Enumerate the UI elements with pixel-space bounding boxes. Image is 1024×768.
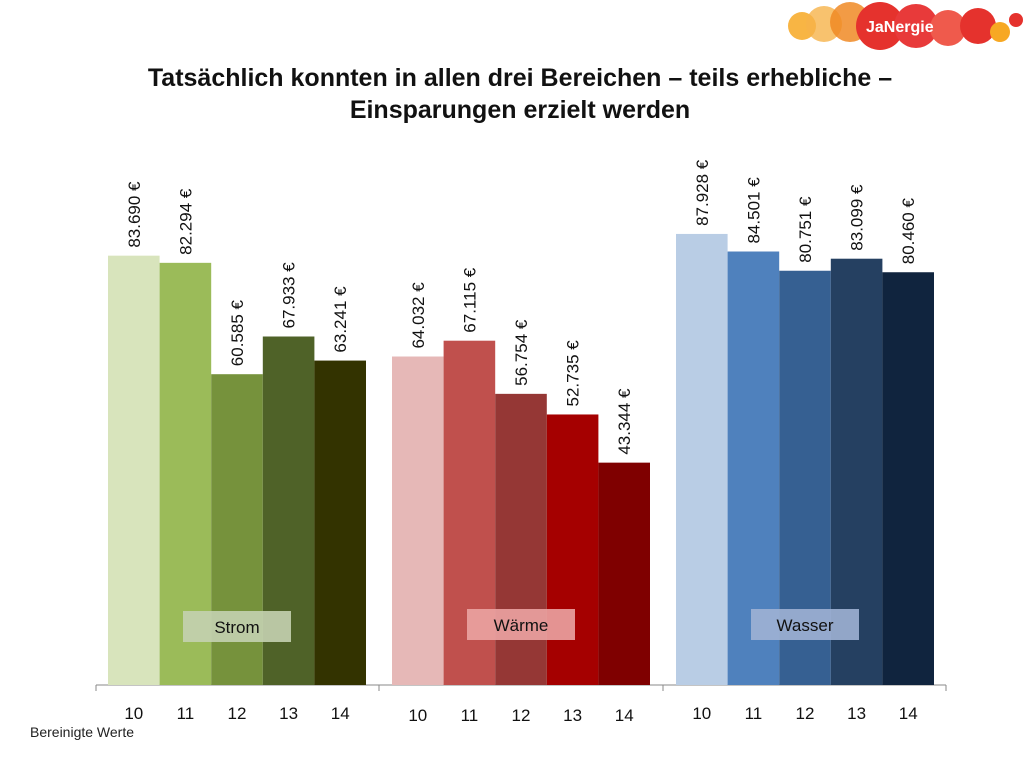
- x-tick-label-strom-11: 11: [177, 704, 195, 723]
- data-label-wasser-10: 87.928 €: [693, 159, 712, 226]
- data-label-wasser-13: 83.099 €: [848, 184, 867, 251]
- bar-wärme-13: [546, 414, 599, 685]
- x-tick-label-wasser-13: 13: [847, 704, 866, 723]
- category-box-strom: [183, 611, 291, 642]
- x-tick-label-wasser-11: 11: [745, 704, 763, 723]
- bar-wasser-14: [882, 272, 934, 685]
- category-label-strom: Strom: [214, 618, 259, 637]
- data-label-strom-13: 67.933 €: [280, 262, 299, 329]
- x-tick-label-wasser-12: 12: [796, 704, 815, 723]
- data-label-strom-14: 63.241 €: [331, 286, 350, 353]
- janergie-logo: JaNergie: [788, 2, 1023, 50]
- data-label-strom-10: 83.690 €: [125, 181, 144, 248]
- x-tick-label-wärme-13: 13: [563, 706, 582, 725]
- x-tick-label-strom-13: 13: [279, 704, 298, 723]
- data-label-wärme-14: 43.344 €: [615, 388, 634, 455]
- data-label-strom-12: 60.585 €: [228, 299, 247, 366]
- data-label-wasser-14: 80.460 €: [899, 198, 918, 265]
- bar-wärme-12: [495, 393, 547, 685]
- data-label-wasser-12: 80.751 €: [796, 196, 815, 263]
- x-tick-label-wasser-10: 10: [692, 704, 711, 723]
- x-tick-label-strom-10: 10: [124, 704, 143, 723]
- x-tick-label-wasser-14: 14: [899, 704, 918, 723]
- x-tick-label-wärme-10: 10: [408, 706, 427, 725]
- footnote: Bereinigte Werte: [30, 724, 135, 740]
- x-tick-label-wärme-14: 14: [615, 706, 634, 725]
- page-title: Tatsächlich konnten in allen drei Bereic…: [60, 62, 980, 126]
- title-line-1: Tatsächlich konnten in allen drei Bereic…: [147, 64, 893, 92]
- x-tick-label-wärme-12: 12: [512, 706, 531, 725]
- bar-wasser-10: [676, 233, 728, 685]
- data-label-wärme-13: 52.735 €: [564, 340, 583, 407]
- bar-strom-14: [314, 360, 366, 685]
- category-label-wärme: Wärme: [494, 616, 549, 635]
- bar-wärme-14: [598, 462, 650, 685]
- x-tick-label-strom-12: 12: [228, 704, 247, 723]
- bar-strom-10: [108, 255, 160, 686]
- data-label-wärme-10: 64.032 €: [409, 282, 428, 349]
- bar-wärme-10: [392, 356, 444, 685]
- x-tick-label-wärme-11: 11: [461, 706, 479, 725]
- category-box-wärme: [467, 609, 575, 640]
- title-line-2: Einsparungen erzielt werden: [349, 96, 691, 124]
- data-label-strom-11: 82.294 €: [176, 188, 195, 255]
- data-label-wasser-11: 84.501 €: [744, 177, 763, 244]
- data-label-wärme-11: 67.115 €: [460, 267, 479, 332]
- logo-text: JaNergie: [866, 19, 934, 36]
- category-box-wasser: [751, 609, 859, 640]
- category-label-wasser: Wasser: [777, 616, 834, 635]
- x-tick-label-strom-14: 14: [331, 704, 350, 723]
- data-label-wärme-12: 56.754 €: [512, 319, 531, 386]
